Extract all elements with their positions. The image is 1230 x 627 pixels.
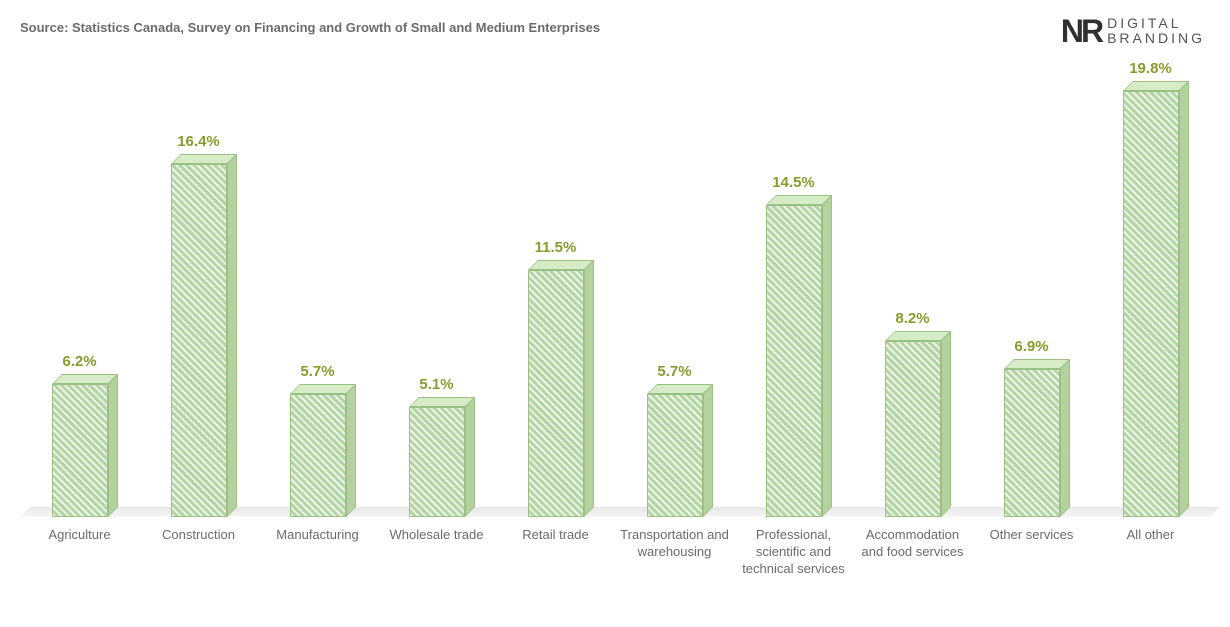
category-label: Retail trade [496, 527, 615, 544]
logo-line2: BRANDING [1107, 31, 1205, 46]
bar-slot: 5.7% [258, 363, 377, 517]
bar-front [885, 341, 941, 517]
bar-top [171, 154, 237, 164]
bar-front [409, 407, 465, 517]
bar-top [766, 195, 832, 205]
bar-slot: 11.5% [496, 239, 615, 517]
bar-side [703, 384, 713, 517]
bar-top [885, 331, 951, 341]
category-label: Wholesale trade [377, 527, 496, 544]
logo-text: DIGITAL BRANDING [1107, 16, 1205, 45]
bar-side [1060, 359, 1070, 517]
brand-logo: NR DIGITAL BRANDING [1061, 15, 1205, 47]
bar-top [1123, 81, 1189, 91]
bar-slot: 16.4% [139, 133, 258, 517]
bar-top [528, 260, 594, 270]
bar [528, 270, 584, 517]
bar [171, 164, 227, 517]
bar-front [647, 394, 703, 517]
bar-front [1123, 91, 1179, 517]
bar-value-label: 16.4% [177, 133, 220, 150]
category-label: Manufacturing [258, 527, 377, 544]
bar [647, 394, 703, 517]
category-label: Other services [972, 527, 1091, 544]
bar-value-label: 5.7% [300, 363, 334, 380]
bar-front [52, 384, 108, 517]
bar-value-label: 19.8% [1129, 60, 1172, 77]
bar-front [171, 164, 227, 517]
bar-top [1004, 359, 1070, 369]
bar-slot: 19.8% [1091, 60, 1210, 517]
bar [1004, 369, 1060, 517]
bar-value-label: 5.1% [419, 376, 453, 393]
bar-side [108, 374, 118, 517]
bar [52, 384, 108, 517]
bar-slot: 14.5% [734, 174, 853, 517]
bar-front [766, 205, 822, 517]
bar [766, 205, 822, 517]
labels-container: AgricultureConstructionManufacturingWhol… [20, 527, 1210, 607]
bar-side [822, 195, 832, 517]
bar-top [52, 374, 118, 384]
bar [885, 341, 941, 517]
logo-mark: NR [1061, 15, 1101, 47]
bar-front [290, 394, 346, 517]
bar [409, 407, 465, 517]
bar-slot: 8.2% [853, 310, 972, 517]
category-label: Agriculture [20, 527, 139, 544]
category-label: Construction [139, 527, 258, 544]
bar [290, 394, 346, 517]
bar-front [528, 270, 584, 517]
bar [1123, 91, 1179, 517]
bar-slot: 5.7% [615, 363, 734, 517]
bar-side [465, 397, 475, 517]
bar-slot: 5.1% [377, 376, 496, 517]
bar-value-label: 14.5% [772, 174, 815, 191]
category-label: Accommodation and food services [853, 527, 972, 561]
bar-top [290, 384, 356, 394]
bar-side [1179, 81, 1189, 517]
bar-value-label: 11.5% [535, 239, 577, 256]
bar-chart: 6.2%16.4%5.7%5.1%11.5%5.7%14.5%8.2%6.9%1… [20, 80, 1210, 607]
bar-side [584, 260, 594, 517]
bar-side [346, 384, 356, 517]
bar-side [941, 331, 951, 517]
bar-top [647, 384, 713, 394]
bar-value-label: 5.7% [657, 363, 691, 380]
bar-side [227, 154, 237, 517]
bar-value-label: 8.2% [895, 310, 929, 327]
bar-value-label: 6.9% [1014, 338, 1048, 355]
bar-front [1004, 369, 1060, 517]
bars-container: 6.2%16.4%5.7%5.1%11.5%5.7%14.5%8.2%6.9%1… [20, 87, 1210, 517]
bar-top [409, 397, 475, 407]
category-label: Professional, scientific and technical s… [734, 527, 853, 578]
bar-value-label: 6.2% [62, 353, 96, 370]
category-label: Transportation and warehousing [615, 527, 734, 561]
bar-slot: 6.9% [972, 338, 1091, 517]
bar-slot: 6.2% [20, 353, 139, 517]
logo-line1: DIGITAL [1107, 16, 1205, 31]
source-text: Source: Statistics Canada, Survey on Fin… [20, 20, 600, 35]
category-label: All other [1091, 527, 1210, 544]
